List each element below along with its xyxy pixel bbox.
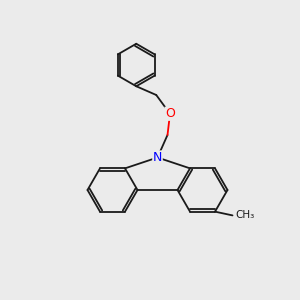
Text: CH₃: CH₃ <box>236 210 255 220</box>
Text: O: O <box>165 107 175 120</box>
Text: N: N <box>153 151 162 164</box>
